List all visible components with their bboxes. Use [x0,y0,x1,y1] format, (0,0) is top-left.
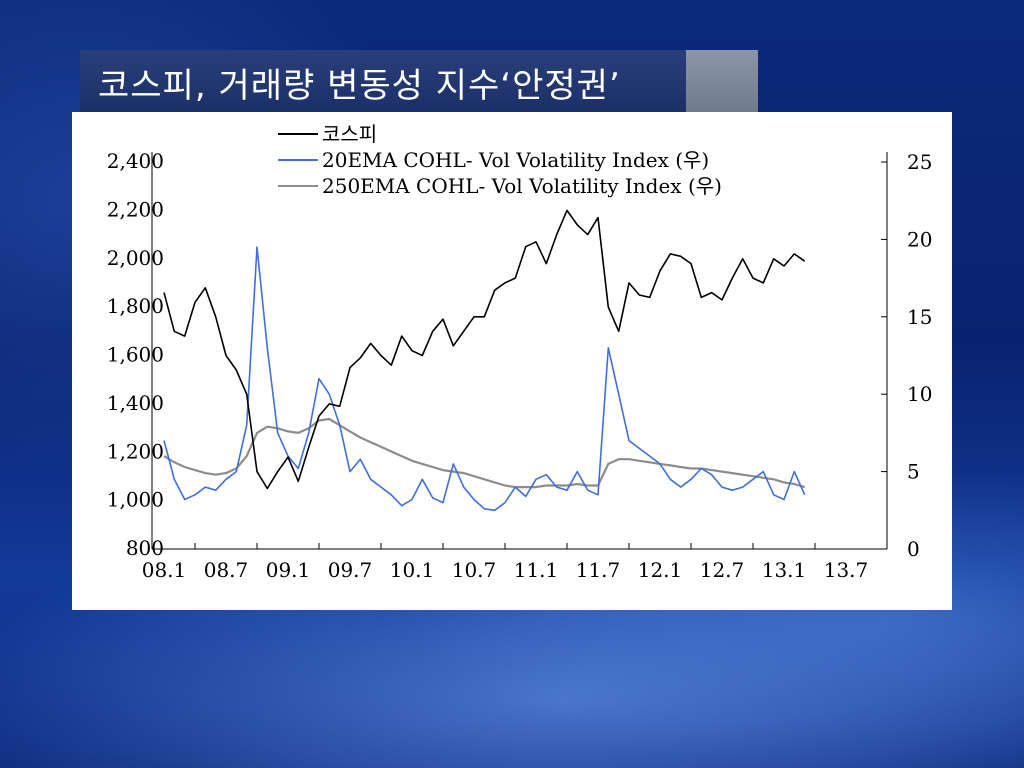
x-tick-label: 13.1 [762,558,807,582]
legend-label: 코스피 [322,122,377,146]
left-tick-label: 1,800 [107,294,164,318]
right-tick-label: 15 [907,305,932,329]
left-tick-label: 1,600 [107,343,164,367]
left-tick-label: 1,400 [107,391,164,415]
series-lines [163,209,806,512]
legend-label: 20EMA COHL- Vol Volatility Index (우) [322,148,709,172]
right-tick-label: 25 [907,150,932,174]
x-tick-label: 11.1 [514,558,559,582]
line-chart: 2,400 2,200 2,000 1,800 1,600 1,400 1,200 1,000… [107,122,933,582]
left-tick-label: 2,200 [107,197,164,221]
slide-title-bar: 코스피, 거래량 변동성 지수‘안정권’ [80,50,758,114]
left-tick-label: 2,000 [107,246,164,270]
chart-panel: 2,400 2,200 2,000 1,800 1,600 1,400 1,200 1,000… [72,112,952,610]
series-line-0 [163,209,806,490]
left-tick-label: 1,200 [107,439,164,463]
chart-axes [151,152,888,550]
right-tick-label: 10 [907,382,932,406]
x-tick-label: 12.1 [638,558,683,582]
right-tick-label: 0 [907,537,920,561]
x-tick-label: 08.1 [142,558,187,582]
x-tick-label: 13.7 [824,558,869,582]
left-tick-label: 800 [126,536,164,560]
x-tick-label: 10.1 [390,558,435,582]
x-tick-label: 10.7 [452,558,497,582]
x-tick-label: 09.7 [328,558,373,582]
right-axis-ticks: 25 20 15 10 5 0 [881,150,932,561]
series-line-2 [163,417,806,489]
x-axis-ticks: 08.1 08.7 09.1 09.7 10.1 10.7 11.1 11.7 12.1 12.7… [142,543,869,582]
x-tick-label: 08.7 [204,558,249,582]
left-axis-ticks: 2,400 2,200 2,000 1,800 1,600 1,400 1,200 1,000… [107,149,164,560]
right-tick-label: 20 [907,227,932,251]
x-tick-label: 09.1 [266,558,311,582]
series-line-1 [163,246,806,512]
slide-title: 코스피, 거래량 변동성 지수‘안정권’ [98,66,621,106]
left-tick-label: 2,400 [107,149,164,173]
x-tick-label: 12.7 [700,558,745,582]
left-tick-label: 1,000 [107,488,164,512]
title-accent-block [686,50,758,114]
right-tick-label: 5 [907,460,920,484]
legend-label: 250EMA COHL- Vol Volatility Index (우) [322,174,722,198]
x-tick-label: 11.7 [576,558,621,582]
